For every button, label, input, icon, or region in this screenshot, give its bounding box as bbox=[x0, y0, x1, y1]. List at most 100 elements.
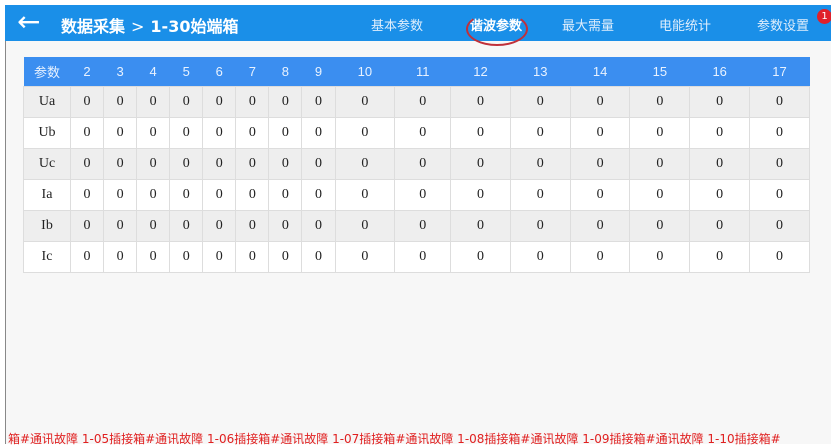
table-cell: 0 bbox=[235, 209, 270, 242]
tab-basic-params[interactable]: 基本参数 bbox=[371, 19, 424, 34]
table-cell: 0 bbox=[136, 85, 171, 118]
row-label: Ib bbox=[23, 209, 71, 242]
table-cell: 0 bbox=[136, 178, 171, 211]
table-cell: 0 bbox=[169, 116, 204, 149]
table-cell: 0 bbox=[202, 116, 237, 149]
table-cell: 0 bbox=[103, 147, 138, 180]
tab-energy-stats[interactable]: 电能统计 bbox=[659, 19, 712, 34]
table-cell: 0 bbox=[450, 85, 511, 118]
table-cell: 0 bbox=[689, 116, 751, 149]
table-cell: 0 bbox=[629, 209, 691, 242]
column-header: 15 bbox=[629, 57, 690, 86]
table-cell: 0 bbox=[103, 240, 138, 273]
table-row: Uc 0 0 0 0 0 0 0 0 0 0 0 0 0 0 0 0 bbox=[23, 147, 810, 180]
tab-max-demand[interactable]: 最大需量 bbox=[562, 19, 615, 34]
table-cell: 0 bbox=[235, 240, 270, 273]
table-cell: 0 bbox=[69, 240, 105, 273]
table-cell: 0 bbox=[450, 147, 511, 180]
table-cell: 0 bbox=[394, 147, 452, 180]
column-header: 5 bbox=[169, 57, 203, 86]
table-cell: 0 bbox=[394, 116, 452, 149]
table-cell: 0 bbox=[450, 209, 511, 242]
column-header: 13 bbox=[510, 57, 571, 86]
table-cell: 0 bbox=[569, 240, 631, 273]
table-cell: 0 bbox=[301, 178, 336, 211]
table-cell: 0 bbox=[301, 240, 336, 273]
column-header: 8 bbox=[268, 57, 302, 86]
row-label: Ua bbox=[23, 85, 71, 118]
table-cell: 0 bbox=[509, 178, 571, 211]
table-cell: 0 bbox=[235, 85, 270, 118]
table-cell: 0 bbox=[202, 240, 237, 273]
table-cell: 0 bbox=[629, 85, 691, 118]
table-cell: 0 bbox=[689, 178, 751, 211]
table-row: Ic 0 0 0 0 0 0 0 0 0 0 0 0 0 0 0 0 bbox=[23, 240, 810, 273]
table-cell: 0 bbox=[136, 209, 171, 242]
alarm-marquee: 箱#通讯故障 1-05插接箱#通讯故障 1-06插接箱#通讯故障 1-07插接箱… bbox=[8, 432, 781, 446]
table-cell: 0 bbox=[450, 116, 511, 149]
row-label: Ia bbox=[23, 178, 71, 211]
table-cell: 0 bbox=[235, 178, 270, 211]
table-row: Ib 0 0 0 0 0 0 0 0 0 0 0 0 0 0 0 0 bbox=[23, 209, 810, 242]
highlight-circle bbox=[466, 12, 528, 46]
table-cell: 0 bbox=[509, 209, 571, 242]
table-cell: 0 bbox=[202, 209, 237, 242]
table-cell: 0 bbox=[301, 85, 336, 118]
table-cell: 0 bbox=[749, 85, 810, 118]
table-row: Ua 0 0 0 0 0 0 0 0 0 0 0 0 0 0 0 0 bbox=[23, 85, 810, 118]
table-cell: 0 bbox=[103, 116, 138, 149]
table-cell: 0 bbox=[202, 85, 237, 118]
table-cell: 0 bbox=[334, 85, 396, 118]
breadcrumb-separator: > bbox=[131, 17, 145, 36]
table-cell: 0 bbox=[569, 147, 631, 180]
table-cell: 0 bbox=[169, 240, 204, 273]
table-cell: 0 bbox=[268, 147, 303, 180]
table-cell: 0 bbox=[136, 147, 171, 180]
header-bar: ← 数据采集 >1-30始端箱 基本参数 谐波参数 最大需量 电能统计 参数设置 … bbox=[5, 5, 831, 41]
table-cell: 0 bbox=[689, 147, 751, 180]
row-label: Ub bbox=[23, 116, 71, 149]
column-header: 9 bbox=[301, 57, 335, 86]
table-cell: 0 bbox=[394, 209, 452, 242]
table-cell: 0 bbox=[69, 85, 105, 118]
table-cell: 0 bbox=[749, 209, 810, 242]
table-row: Ub 0 0 0 0 0 0 0 0 0 0 0 0 0 0 0 0 bbox=[23, 116, 810, 149]
table-cell: 0 bbox=[268, 85, 303, 118]
table-cell: 0 bbox=[301, 116, 336, 149]
table-cell: 0 bbox=[629, 240, 691, 273]
table-cell: 0 bbox=[334, 240, 396, 273]
table-cell: 0 bbox=[394, 240, 452, 273]
tab-param-settings[interactable]: 参数设置 bbox=[757, 19, 810, 34]
column-header: 参数 bbox=[23, 57, 71, 86]
table-cell: 0 bbox=[301, 147, 336, 180]
table-cell: 0 bbox=[136, 116, 171, 149]
device-name: 1-30始端箱 bbox=[150, 17, 239, 36]
table-cell: 0 bbox=[202, 178, 237, 211]
table-cell: 0 bbox=[235, 147, 270, 180]
row-label: Uc bbox=[23, 147, 71, 180]
table-cell: 0 bbox=[202, 147, 237, 180]
table-cell: 0 bbox=[268, 240, 303, 273]
table-cell: 0 bbox=[569, 85, 631, 118]
column-header: 16 bbox=[689, 57, 750, 86]
table-cell: 0 bbox=[136, 240, 171, 273]
column-header: 10 bbox=[335, 57, 395, 86]
table-cell: 0 bbox=[629, 178, 691, 211]
table-cell: 0 bbox=[749, 178, 810, 211]
breadcrumb: 数据采集 >1-30始端箱 bbox=[61, 13, 238, 37]
table-cell: 0 bbox=[569, 178, 631, 211]
table-cell: 0 bbox=[509, 240, 571, 273]
table-cell: 0 bbox=[169, 85, 204, 118]
table-cell: 0 bbox=[69, 116, 105, 149]
table-cell: 0 bbox=[749, 240, 810, 273]
table-cell: 0 bbox=[509, 85, 571, 118]
table-cell: 0 bbox=[689, 209, 751, 242]
table-cell: 0 bbox=[569, 116, 631, 149]
table-cell: 0 bbox=[509, 116, 571, 149]
column-header: 3 bbox=[103, 57, 137, 86]
table-cell: 0 bbox=[103, 178, 138, 211]
column-header: 17 bbox=[749, 57, 810, 86]
column-header: 6 bbox=[202, 57, 236, 86]
back-arrow-icon[interactable]: ← bbox=[17, 5, 41, 38]
table-cell: 0 bbox=[450, 240, 511, 273]
